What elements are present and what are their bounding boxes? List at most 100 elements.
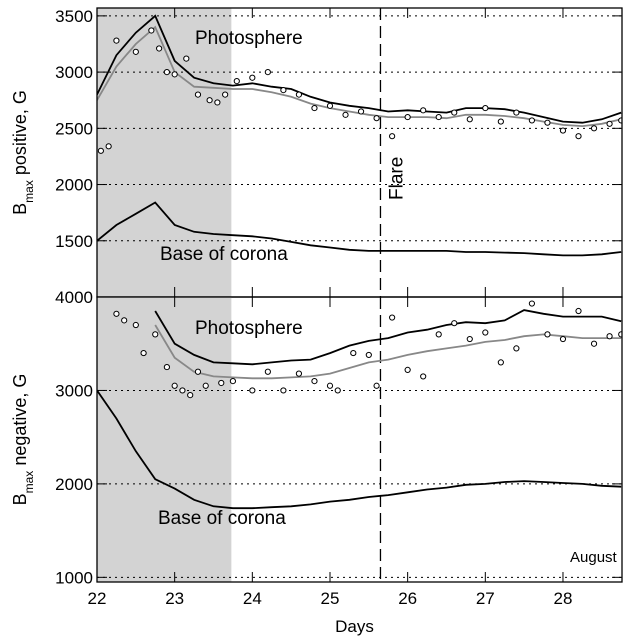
data-point <box>206 97 213 104</box>
data-point <box>179 387 186 394</box>
y-tick-label: 2500 <box>55 119 93 138</box>
data-point <box>132 48 139 55</box>
data-point <box>482 104 489 112</box>
data-point <box>575 307 582 315</box>
data-point <box>528 300 536 307</box>
data-point <box>171 382 178 389</box>
x-axis-label: Days <box>335 617 374 636</box>
annotation: Flare <box>386 157 407 200</box>
data-point <box>121 317 128 324</box>
data-point <box>420 107 427 114</box>
data-point <box>194 368 202 375</box>
data-point <box>606 333 613 340</box>
data-point <box>187 392 194 399</box>
data-point <box>365 351 372 359</box>
data-point <box>513 345 520 352</box>
data-point <box>544 119 551 126</box>
y-axis-label-part: B <box>10 493 30 505</box>
series-line <box>97 14 622 124</box>
annotation: Photosphere <box>195 28 303 49</box>
plot-area <box>97 8 622 297</box>
data-point <box>326 382 334 389</box>
y-axis-label-part: max <box>22 180 36 203</box>
data-point <box>105 143 112 150</box>
y-axis-label-part: negative, G <box>10 374 30 471</box>
data-point <box>97 147 104 154</box>
data-point <box>389 133 396 140</box>
data-point <box>342 111 349 118</box>
data-point <box>435 113 442 121</box>
data-point <box>497 359 504 366</box>
data-point <box>229 377 237 385</box>
data-point <box>404 366 411 373</box>
data-point <box>311 104 318 112</box>
series-line <box>154 324 622 380</box>
shaded-region <box>97 8 232 297</box>
y-tick-label: 3000 <box>55 381 93 400</box>
x-tick-label: 23 <box>165 589 184 608</box>
annotation: Photosphere <box>195 318 303 339</box>
data-point <box>152 331 159 338</box>
data-point <box>222 91 229 98</box>
data-point <box>280 387 287 394</box>
data-point <box>389 314 396 321</box>
data-point <box>590 340 598 347</box>
data-point <box>113 37 120 44</box>
x-tick-label: 26 <box>398 589 417 608</box>
data-point <box>249 74 256 81</box>
data-point <box>132 321 139 329</box>
y-axis-label: Bmax positive, G <box>10 90 36 215</box>
data-point <box>148 27 155 34</box>
data-point <box>559 335 567 343</box>
data-point <box>513 109 520 116</box>
data-point <box>350 349 357 357</box>
annotation: August <box>570 549 618 566</box>
data-point <box>435 331 442 338</box>
annotation: Base of corona <box>158 508 286 529</box>
x-tick-label: 27 <box>476 589 495 608</box>
data-point <box>544 331 551 338</box>
data-point <box>311 377 318 385</box>
y-axis-label: Bmax negative, G <box>10 374 36 506</box>
data-point <box>466 116 473 123</box>
data-point <box>264 68 271 76</box>
data-point <box>334 387 341 394</box>
data-point <box>113 310 120 317</box>
y-tick-label: 3500 <box>55 7 93 26</box>
data-point <box>606 120 613 127</box>
y-axis-label-part: max <box>22 471 36 494</box>
data-point <box>163 68 170 76</box>
data-point <box>575 133 582 140</box>
data-point <box>497 118 504 125</box>
data-point <box>451 109 458 116</box>
data-point <box>482 329 489 336</box>
y-tick-label: 1500 <box>55 232 93 251</box>
y-tick-label: 2000 <box>55 475 93 494</box>
data-point <box>420 373 427 380</box>
y-tick-label: 3000 <box>55 63 93 82</box>
data-point <box>140 349 147 357</box>
data-point <box>249 387 256 394</box>
data-point <box>618 117 622 124</box>
data-point <box>326 102 334 109</box>
x-tick-label: 28 <box>554 589 573 608</box>
data-point <box>183 55 190 62</box>
data-point <box>559 127 567 134</box>
data-point <box>163 363 170 371</box>
x-tick-label: 25 <box>321 589 340 608</box>
y-tick-label: 4000 <box>55 288 93 307</box>
data-point <box>218 379 225 387</box>
plot-area <box>97 297 622 582</box>
data-point <box>373 115 380 122</box>
data-point <box>451 320 458 327</box>
data-point <box>156 45 163 52</box>
data-point <box>373 382 380 389</box>
data-point <box>404 113 411 121</box>
y-axis-label-part: positive, G <box>10 90 30 180</box>
data-point <box>233 77 240 85</box>
plot-frame <box>96 296 623 583</box>
y-tick-label: 2000 <box>55 176 93 195</box>
data-point <box>466 335 473 343</box>
x-tick-label: 22 <box>88 589 107 608</box>
data-point <box>264 368 271 375</box>
